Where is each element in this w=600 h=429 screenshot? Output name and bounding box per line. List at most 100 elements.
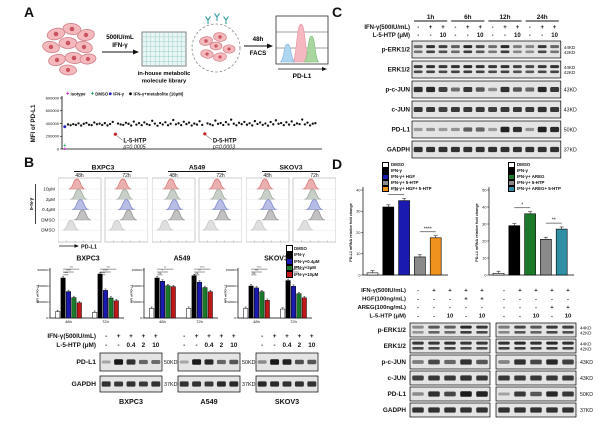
- svg-text:+: +: [550, 288, 554, 294]
- svg-text:PD-L1 mRNA relative fold chang: PD-L1 mRNA relative fold change: [349, 203, 353, 261]
- svg-text:72h: 72h: [310, 173, 319, 179]
- svg-text:0.4: 0.4: [283, 342, 292, 349]
- svg-text:+: +: [441, 25, 445, 31]
- panel-d-wb-svg: IFN-γ(500IU/mL) - + + + + - + + + + HGF(100ng/mL) - -…: [358, 288, 593, 418]
- panel-b-legend: DMSO IFN-γ IFN-γ+0.4μM IFN-γ+2μM IFN-γ+10μM: [286, 245, 319, 278]
- svg-text:-: -: [503, 305, 505, 311]
- legend-item: IFN-γ+0.4μM: [286, 258, 319, 265]
- svg-text:DMSO: DMSO: [41, 228, 55, 233]
- svg-text:AREG(100ng/mL): AREG(100ng/mL): [358, 305, 406, 311]
- svg-text:+: +: [464, 288, 468, 294]
- svg-text:**: **: [198, 268, 201, 272]
- legend-item: IFN-γ: [286, 251, 319, 258]
- svg-text:+: +: [129, 333, 133, 340]
- svg-text:ERK1/2: ERK1/2: [388, 67, 411, 74]
- svg-text:72h: 72h: [196, 319, 203, 324]
- svg-text:-: -: [481, 305, 483, 311]
- svg-text:+: +: [566, 288, 570, 294]
- panel-c-label: C: [332, 4, 343, 20]
- pdl1-mrna-areg-svg: 0 10 20 30 40 50 PD-L1 mRNA relative fold chan…: [475, 187, 574, 277]
- svg-text:0: 0: [358, 273, 360, 277]
- svg-text:**: **: [394, 189, 398, 195]
- svg-text:10: 10: [152, 342, 160, 349]
- svg-text:PD-L1 mRNA relative fold chang: PD-L1 mRNA relative fold change: [475, 203, 479, 261]
- svg-text:12h: 12h: [499, 14, 510, 21]
- facs-histogram-illustration: PD-L1: [275, 15, 329, 80]
- svg-text:800000: 800000: [46, 95, 60, 100]
- svg-text:A549: A549: [174, 256, 191, 263]
- svg-text:DMSO: DMSO: [95, 91, 109, 96]
- svg-text:72h: 72h: [122, 173, 131, 179]
- svg-text:0.4μM: 0.4μM: [42, 207, 55, 212]
- svg-text:-: -: [551, 297, 553, 303]
- areg-bar-chart-block: DMSO IFN-γ IFN-γ+ AREG IFN-γ+ 5-HTP IFN-γ+ A…: [474, 162, 596, 286]
- svg-text:0: 0: [57, 146, 60, 151]
- svg-text:600000: 600000: [46, 108, 60, 113]
- legend-item: IFN-γ+ HGF: [382, 174, 432, 180]
- svg-text:44KD: 44KD: [580, 342, 592, 347]
- svg-text:37KD: 37KD: [564, 148, 577, 154]
- panel-c-wb-svg: 1h 6h 12h 24h IFN-γ(500IU/mL) - + + - + + - + + - + + L-5…: [364, 14, 577, 159]
- svg-text:6h: 6h: [464, 14, 472, 21]
- svg-text:isotype: isotype: [71, 91, 87, 96]
- svg-text:43KD: 43KD: [564, 108, 577, 114]
- svg-text:0: 0: [140, 316, 142, 320]
- facs-method-label: FACS: [250, 50, 267, 57]
- svg-text:*: *: [162, 268, 164, 272]
- svg-text:+: +: [207, 333, 211, 340]
- svg-text:-: -: [274, 342, 276, 349]
- legend-item: IFN-γ+10μM: [286, 271, 319, 278]
- svg-text:+: +: [478, 25, 482, 31]
- svg-text:ns: ns: [252, 271, 256, 275]
- svg-text:A549: A549: [200, 397, 217, 406]
- svg-text:400000: 400000: [37, 284, 48, 288]
- svg-text:0.4: 0.4: [127, 342, 136, 349]
- svg-text:150000: 150000: [131, 268, 142, 272]
- svg-text:10: 10: [230, 342, 238, 349]
- pdl1-mrna-hgf-svg: 0 10 20 30 40 PD-L1 mRNA relative fold change…: [349, 187, 448, 277]
- svg-text:+: +: [63, 143, 66, 149]
- svg-text:43KD: 43KD: [580, 360, 593, 366]
- panel-d-label: D: [332, 156, 343, 172]
- facs-xaxis-label: PD-L1: [293, 73, 312, 80]
- svg-text:ERK1/2: ERK1/2: [384, 343, 407, 350]
- svg-text:+: +: [480, 297, 484, 303]
- svg-text:+: +: [540, 25, 544, 31]
- svg-text:BXPC3: BXPC3: [76, 256, 99, 263]
- svg-text:-: -: [417, 297, 419, 303]
- svg-text:-: -: [529, 33, 531, 39]
- svg-text:p-ERK1/2: p-ERK1/2: [378, 327, 407, 334]
- svg-text:+: +: [298, 333, 302, 340]
- svg-text:****: ****: [257, 265, 263, 269]
- svg-text:-: -: [535, 305, 537, 311]
- legend-item: IFN-γ+ AREG+ 5-HTP: [508, 186, 561, 192]
- svg-text:IFN-γ+metabolite (10μM): IFN-γ+metabolite (10μM): [134, 91, 184, 96]
- svg-text:2: 2: [298, 342, 302, 349]
- svg-text:-: -: [503, 297, 505, 303]
- svg-text:100000: 100000: [131, 284, 142, 288]
- svg-text:+: +: [464, 297, 468, 303]
- svg-text:20: 20: [482, 239, 486, 243]
- svg-text:+: +: [566, 305, 570, 311]
- svg-text:MFI of PD-L1: MFI of PD-L1: [130, 285, 134, 304]
- svg-text:10: 10: [440, 33, 447, 39]
- flow-group-a549: A549 48h 72h: [152, 165, 242, 243]
- svg-text:****: ****: [200, 265, 206, 269]
- svg-text:*: *: [521, 202, 523, 208]
- svg-text:-: -: [449, 297, 451, 303]
- svg-text:44KD: 44KD: [580, 326, 592, 331]
- flow-group-bxpc3: BXPC3 48h 72h PD-L1: [58, 165, 148, 250]
- svg-text:-: -: [465, 305, 467, 311]
- svg-text:10: 10: [565, 314, 572, 320]
- svg-text:BXPC3: BXPC3: [119, 397, 143, 406]
- panel-d-westernblot: IFN-γ(500IU/mL) - + + + + - + + + + HGF(100ng/mL) - -…: [334, 286, 598, 424]
- svg-text:2μM: 2μM: [46, 197, 55, 202]
- svg-text:50KD: 50KD: [242, 360, 256, 366]
- bxpc3-bar-chart: BXPC3 0 200000 400000 600000 MFI of PD-L1 48h *…: [34, 254, 126, 335]
- svg-text:BXPC3: BXPC3: [92, 165, 115, 172]
- panel-c-westernblot: 1h 6h 12h 24h IFN-γ(500IU/mL) - + + - + + - + + - + + L-5…: [334, 12, 598, 160]
- svg-text:+: +: [66, 92, 70, 98]
- svg-text:***: ***: [255, 268, 259, 272]
- svg-text:10: 10: [551, 33, 558, 39]
